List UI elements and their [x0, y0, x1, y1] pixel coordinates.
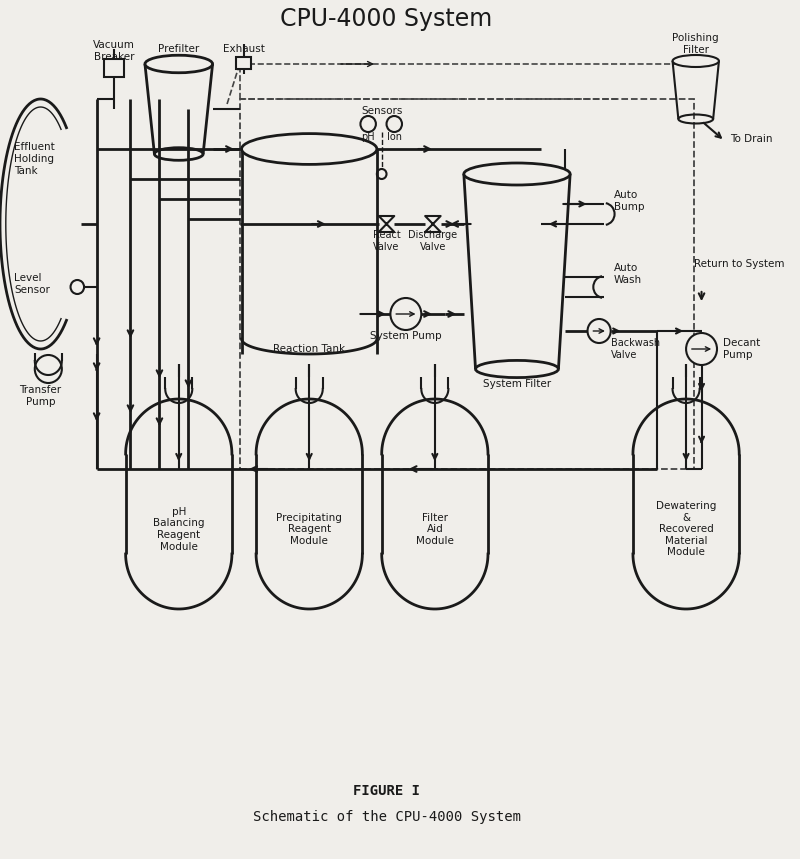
Text: pH: pH — [362, 132, 375, 142]
Text: Return to System: Return to System — [694, 259, 784, 269]
Text: Transfer
Pump: Transfer Pump — [19, 385, 62, 407]
Text: Auto
Bump: Auto Bump — [614, 190, 644, 212]
Text: Precipitating
Reagent
Module: Precipitating Reagent Module — [276, 513, 342, 545]
Ellipse shape — [145, 55, 213, 73]
Text: CPU-4000 System: CPU-4000 System — [281, 7, 493, 31]
Text: Filter
Aid
Module: Filter Aid Module — [416, 513, 454, 545]
Text: Prefilter: Prefilter — [158, 44, 199, 54]
Text: System Pump: System Pump — [370, 331, 442, 341]
Text: Sensors: Sensors — [361, 106, 402, 116]
Bar — [104, 59, 124, 77]
Text: Vacuum
Breaker: Vacuum Breaker — [93, 40, 135, 62]
Ellipse shape — [673, 55, 719, 67]
Text: Exhaust: Exhaust — [222, 44, 265, 54]
Text: Discharge
Valve: Discharge Valve — [408, 230, 458, 252]
Text: To Drain: To Drain — [730, 134, 773, 144]
Ellipse shape — [242, 134, 377, 164]
Text: Schematic of the CPU-4000 System: Schematic of the CPU-4000 System — [253, 810, 521, 824]
Text: Level
Sensor: Level Sensor — [14, 273, 50, 295]
Text: Ion: Ion — [386, 132, 402, 142]
Text: React
Valve: React Valve — [373, 230, 401, 252]
Text: FIGURE I: FIGURE I — [353, 784, 420, 798]
Ellipse shape — [464, 163, 570, 185]
Circle shape — [587, 319, 610, 343]
Text: Effluent
Holding
Tank: Effluent Holding Tank — [14, 143, 55, 175]
Circle shape — [390, 298, 422, 330]
Text: Reaction Tank: Reaction Tank — [273, 344, 346, 354]
Text: pH
Balancing
Reagent
Module: pH Balancing Reagent Module — [153, 507, 205, 551]
Text: Dewatering
&
Recovered
Material
Module: Dewatering & Recovered Material Module — [656, 501, 716, 557]
Text: Auto
Wash: Auto Wash — [614, 263, 642, 285]
Text: System Filter: System Filter — [483, 379, 551, 389]
Text: Decant
Pump: Decant Pump — [723, 338, 760, 360]
Text: Backwash
Valve: Backwash Valve — [610, 338, 660, 360]
Bar — [236, 57, 251, 69]
Circle shape — [686, 333, 717, 365]
Text: Polishing
Filter: Polishing Filter — [673, 34, 719, 55]
